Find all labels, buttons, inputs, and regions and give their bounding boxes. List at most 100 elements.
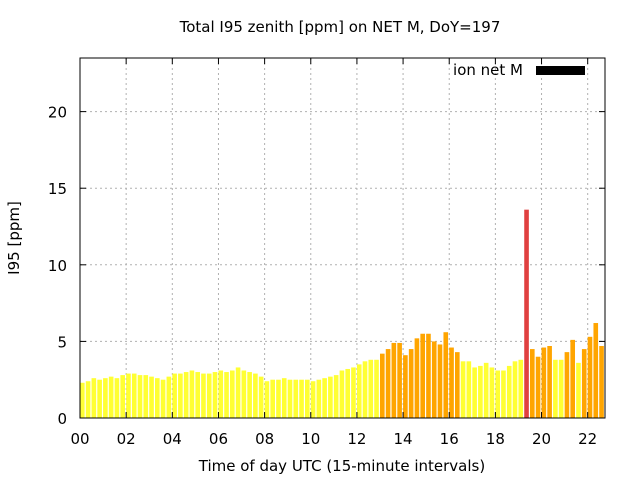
bar (368, 359, 374, 418)
bar (478, 365, 483, 418)
legend-label: ion net M (453, 61, 523, 79)
x-axis-label: Time of day UTC (15-minute intervals) (198, 457, 485, 475)
bar (576, 362, 581, 418)
bar (581, 349, 587, 418)
bar (103, 378, 108, 418)
bar (437, 344, 443, 418)
bar (253, 373, 258, 418)
bar (281, 378, 287, 418)
y-tick-label: 0 (57, 410, 67, 428)
legend-swatch (536, 66, 585, 75)
bar (155, 378, 160, 418)
bar (593, 323, 599, 418)
bar (189, 370, 195, 418)
bar (431, 341, 437, 418)
bar (460, 361, 466, 418)
x-tick-label: 12 (347, 430, 366, 448)
bar (276, 379, 281, 418)
bar (495, 370, 500, 418)
bar (322, 378, 327, 418)
bar (380, 353, 385, 418)
bar (374, 359, 379, 418)
y-tick-label: 10 (48, 257, 67, 275)
bar (131, 373, 137, 418)
bar (351, 367, 356, 418)
bar (108, 376, 114, 418)
x-tick-label: 22 (578, 430, 597, 448)
bar (201, 373, 206, 418)
bar (218, 370, 224, 418)
bar (385, 349, 391, 418)
y-tick-label: 5 (57, 333, 67, 351)
bar (85, 381, 91, 418)
bar (212, 372, 218, 418)
bar (443, 332, 449, 418)
bar (270, 379, 275, 418)
x-tick-label: 20 (532, 430, 551, 448)
bar (414, 338, 420, 418)
x-tick-label: 04 (163, 430, 182, 448)
bar (299, 379, 304, 418)
x-tick-label: 00 (70, 430, 89, 448)
bar (553, 359, 558, 418)
bar (305, 379, 310, 418)
bar (541, 347, 547, 418)
bar (114, 378, 120, 418)
bar (137, 375, 143, 418)
bar (466, 361, 472, 418)
y-axis-label: I95 [ppm] (5, 201, 23, 275)
bar (408, 349, 414, 418)
bar (524, 209, 529, 418)
x-tick-label: 10 (301, 430, 320, 448)
plot-frame (79, 57, 606, 419)
bar (310, 381, 316, 418)
y-tick-label: 20 (48, 104, 67, 122)
bar (206, 373, 212, 418)
bar (362, 361, 368, 418)
bar (506, 365, 512, 418)
bar (356, 364, 362, 418)
bar (120, 375, 125, 418)
bar (328, 376, 333, 418)
bar (160, 379, 166, 418)
bar (149, 376, 154, 418)
legend: ion net M (453, 61, 585, 79)
y-tick-label: 15 (48, 180, 67, 198)
bar (599, 346, 604, 418)
bar (530, 349, 535, 418)
bar (426, 333, 431, 418)
bar (97, 379, 102, 418)
x-tick-label: 06 (209, 430, 228, 448)
bar (512, 361, 518, 418)
bar (126, 373, 131, 418)
bar (224, 372, 229, 418)
bar (339, 370, 345, 418)
bar (333, 375, 339, 418)
x-tick-label: 18 (486, 430, 505, 448)
bar (183, 372, 189, 418)
bar (564, 352, 570, 418)
bar (91, 378, 97, 418)
bar (178, 373, 183, 418)
bar (241, 370, 247, 418)
bars (80, 209, 604, 418)
bar (235, 367, 241, 418)
bar (483, 362, 489, 418)
bar (143, 375, 149, 418)
x-tick-label: 02 (117, 430, 136, 448)
bar (316, 379, 322, 418)
bar (230, 370, 235, 418)
bar (558, 359, 564, 418)
chart-title: Total I95 zenith [ppm] on NET M, DoY=197 (179, 18, 501, 36)
bar (472, 367, 477, 418)
bar (501, 370, 506, 418)
bar (587, 336, 593, 418)
bar (293, 379, 299, 418)
bar (547, 346, 552, 418)
bar (247, 372, 252, 418)
bar (258, 376, 264, 418)
bar (172, 373, 177, 418)
x-tick-label: 08 (255, 430, 274, 448)
bar (455, 352, 460, 418)
